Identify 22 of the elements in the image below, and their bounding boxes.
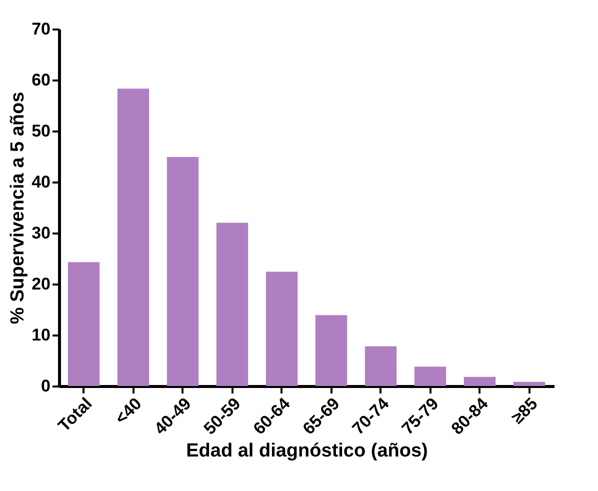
- bar: [364, 346, 397, 386]
- bar: [464, 376, 496, 386]
- y-axis-title: % Supervivencia a 5 años: [8, 92, 29, 324]
- bar: [68, 262, 100, 386]
- y-tick-label: 40: [32, 172, 50, 192]
- bar: [513, 382, 546, 386]
- y-tick-label: 0: [41, 376, 50, 396]
- y-tick-label: 70: [32, 20, 50, 38]
- y-tick-label: 10: [32, 326, 50, 344]
- y-tick-label: 30: [32, 224, 50, 242]
- bar: [414, 366, 446, 386]
- x-tick-label: <40: [111, 394, 146, 428]
- x-axis-title: Edad al diagnóstico (años): [186, 440, 428, 462]
- bar: [315, 315, 348, 386]
- y-tick-label: 60: [32, 70, 50, 90]
- x-tick-label: ≥85: [508, 394, 542, 428]
- bar: [216, 222, 248, 386]
- y-tick-label: 20: [32, 274, 50, 294]
- bar: [166, 157, 199, 386]
- y-tick-label: 50: [32, 122, 50, 140]
- bar: [266, 272, 298, 386]
- bar: [117, 88, 150, 386]
